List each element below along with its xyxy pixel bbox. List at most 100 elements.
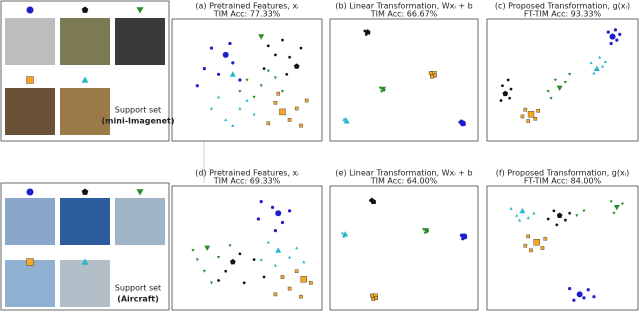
dataset-label: (Aircraft) xyxy=(117,295,159,304)
point xyxy=(606,30,610,34)
point xyxy=(373,201,377,205)
point xyxy=(563,81,567,84)
point xyxy=(288,255,292,259)
point xyxy=(238,252,242,256)
point xyxy=(245,78,249,82)
point xyxy=(228,244,232,248)
point xyxy=(300,276,307,283)
point xyxy=(252,95,256,99)
point xyxy=(363,29,367,33)
point xyxy=(586,288,590,292)
point xyxy=(252,258,256,261)
class-marker xyxy=(26,188,34,196)
panel-frame xyxy=(329,185,479,311)
point xyxy=(506,78,510,82)
point xyxy=(523,243,528,248)
point xyxy=(229,71,236,77)
point xyxy=(520,114,525,119)
point xyxy=(552,209,556,213)
point xyxy=(288,55,292,59)
point xyxy=(270,205,275,209)
panel-subtitle: TIM Acc: 66.67% xyxy=(370,10,438,19)
point xyxy=(380,86,386,93)
point xyxy=(217,95,221,99)
point xyxy=(280,90,285,93)
point xyxy=(238,78,242,82)
point xyxy=(461,237,465,241)
point xyxy=(502,90,509,97)
point xyxy=(299,46,303,50)
point xyxy=(532,211,536,215)
panel-title: (c) Proposed Transformation, g(xᵢ) xyxy=(495,2,630,11)
point xyxy=(209,46,214,50)
point xyxy=(592,71,596,75)
point xyxy=(378,86,382,90)
point xyxy=(576,291,583,298)
point xyxy=(529,248,533,253)
point xyxy=(509,87,513,91)
class-marker xyxy=(26,258,34,266)
point xyxy=(428,71,433,75)
point xyxy=(279,108,286,116)
point xyxy=(231,124,235,127)
point xyxy=(288,209,292,213)
point xyxy=(229,258,236,265)
class-marker xyxy=(136,189,144,196)
point xyxy=(603,60,607,64)
point xyxy=(612,211,616,215)
point xyxy=(509,206,513,210)
point xyxy=(575,214,579,218)
point xyxy=(500,84,504,87)
class-marker xyxy=(81,188,89,195)
point xyxy=(526,216,530,220)
panel-subtitle: TIM Acc: 77.33% xyxy=(213,10,281,19)
point xyxy=(549,96,553,100)
point xyxy=(302,260,306,264)
panel-title: (a) Pretrained Features, xᵢ xyxy=(195,2,298,11)
panel-frame xyxy=(171,185,323,311)
point xyxy=(342,234,346,238)
point xyxy=(370,197,374,201)
point xyxy=(266,240,270,244)
point xyxy=(259,200,263,204)
class-marker xyxy=(81,258,89,265)
point xyxy=(380,90,384,93)
point xyxy=(299,294,303,299)
point xyxy=(238,90,242,93)
point xyxy=(224,269,228,273)
point xyxy=(536,108,540,113)
point xyxy=(533,116,538,121)
point xyxy=(582,296,586,300)
panel-title: (b) Linear Transformation, Wxᵢ + b xyxy=(335,2,472,11)
point xyxy=(343,117,347,121)
point xyxy=(423,231,427,235)
point xyxy=(224,118,228,122)
point xyxy=(553,78,557,82)
point xyxy=(568,211,572,215)
point xyxy=(346,120,350,124)
point xyxy=(256,217,260,221)
point xyxy=(508,96,512,100)
point xyxy=(371,297,376,301)
point xyxy=(309,281,313,285)
point xyxy=(546,90,550,93)
panel-subtitle: FT-TIM Acc: 84.00% xyxy=(524,177,602,186)
point xyxy=(563,218,567,222)
point xyxy=(613,205,620,211)
panel-subtitle: TIM Acc: 64.00% xyxy=(370,177,438,186)
point xyxy=(340,231,344,235)
point xyxy=(238,106,242,110)
point xyxy=(209,281,214,285)
point xyxy=(572,298,576,302)
point xyxy=(242,281,246,285)
point xyxy=(615,38,619,42)
point xyxy=(430,74,434,79)
point xyxy=(293,63,300,69)
point xyxy=(527,110,535,118)
point xyxy=(568,287,572,291)
point xyxy=(299,123,303,128)
point xyxy=(499,98,503,102)
point xyxy=(364,32,368,36)
point xyxy=(464,235,468,240)
